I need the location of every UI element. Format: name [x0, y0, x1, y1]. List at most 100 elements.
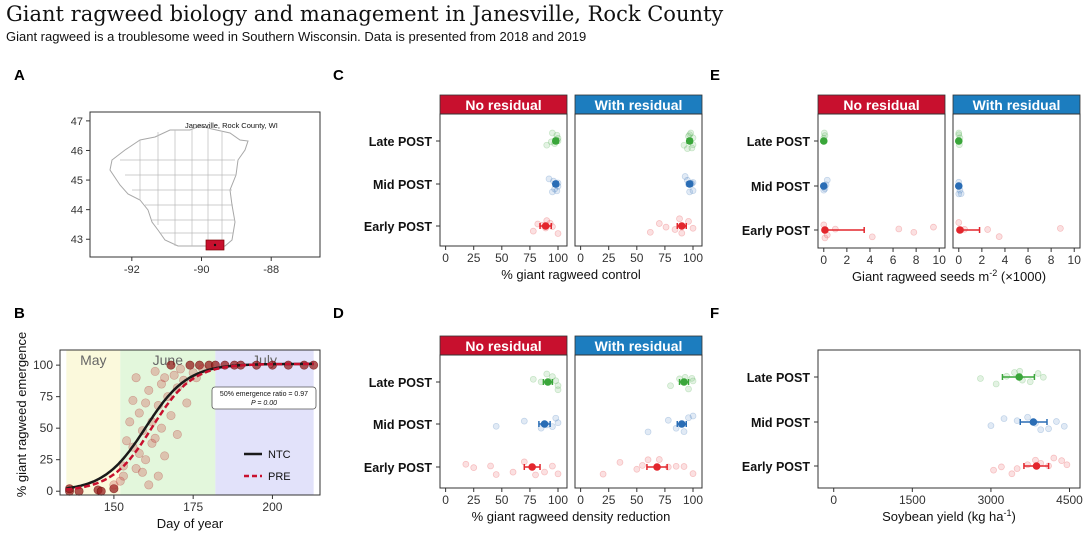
x-axis-title: % giant ragweed control [501, 267, 641, 282]
raw-point [686, 188, 693, 196]
raw-point [984, 226, 991, 233]
raw-point [1008, 470, 1016, 478]
raw-point [688, 374, 696, 382]
x-tick-label: 4500 [1056, 493, 1083, 507]
mean-point [819, 182, 828, 190]
x-tick-label: 4 [1002, 253, 1009, 267]
facet-strip-label: No residual [843, 97, 919, 113]
raw-point [676, 215, 683, 223]
figure-title: Giant ragweed biology and management in … [6, 2, 724, 26]
x-tick-label: 0 [820, 253, 827, 267]
raw-point [955, 129, 963, 137]
raw-point [553, 187, 561, 195]
x-tick-label: 0 [577, 251, 584, 265]
x-tick-label: 75 [658, 493, 672, 507]
map-y-tick-label: 46 [71, 145, 83, 157]
x-tick-label: 8 [1048, 253, 1055, 267]
facet-frame [817, 349, 1081, 489]
raw-point [1013, 417, 1021, 425]
raw-point [549, 188, 556, 196]
map-y-tick-label: 47 [71, 116, 83, 128]
legend-ntc-label: NTC [268, 449, 291, 461]
x-tick-label: 0 [442, 251, 449, 265]
mean-point [540, 420, 549, 428]
facet-strip-label: No residual [465, 338, 541, 354]
raw-point [1011, 369, 1018, 376]
b-x-tick-label: 150 [104, 500, 124, 514]
mean-point [821, 226, 829, 234]
category-label: Late POST [369, 376, 433, 390]
raw-point [543, 141, 551, 149]
month-band [215, 350, 314, 495]
stat-p-value: P = 0.00 [251, 400, 277, 407]
raw-point [552, 414, 560, 422]
raw-point [680, 428, 688, 435]
raw-point [1039, 373, 1047, 381]
raw-point [541, 468, 548, 476]
emergence-point [147, 438, 157, 448]
raw-point [545, 175, 553, 183]
b-y-tick-label: 50 [40, 421, 54, 435]
month-label: May [80, 352, 106, 368]
raw-point [520, 417, 528, 425]
raw-point [689, 187, 697, 195]
raw-point [554, 382, 562, 389]
raw-point [680, 141, 688, 149]
x-tick-label: 25 [467, 493, 481, 507]
raw-point [1037, 426, 1045, 434]
stat-ratio: 50% emergence ratio = 0.97 [220, 391, 308, 398]
x-tick-label: 2 [979, 253, 986, 267]
mean-point [653, 463, 661, 471]
raw-point [599, 470, 607, 478]
x-axis-title-suffix: (×1000) [997, 269, 1046, 284]
panel-label-f: F [710, 305, 719, 322]
mean-point [551, 137, 560, 145]
emergence-point [141, 455, 151, 465]
mean-point [528, 463, 536, 471]
category-label: Mid POST [373, 178, 432, 192]
mean-point [956, 226, 964, 234]
raw-point [644, 456, 652, 464]
x-axis-title: Giant ragweed seeds m-2 (×1000) [852, 268, 1046, 284]
x-tick-label: 50 [495, 493, 509, 507]
raw-point [655, 456, 663, 463]
mean-point [685, 137, 694, 145]
raw-point [549, 462, 556, 470]
raw-point [685, 414, 692, 422]
map-y-tick-label: 44 [71, 205, 83, 217]
raw-point [1034, 370, 1042, 377]
figure-subtitle: Giant ragweed is a troublesome weed in S… [6, 29, 587, 44]
mean-point [541, 222, 550, 230]
raw-point [820, 129, 828, 137]
panel-label-a: A [14, 67, 25, 84]
category-label: Late POST [747, 371, 811, 385]
raw-point [823, 176, 831, 184]
x-tick-label: 6 [1025, 253, 1032, 267]
map-y-tick-label: 43 [71, 234, 83, 246]
panel-label-e: E [710, 67, 720, 84]
facet-strip-label: With residual [595, 97, 683, 113]
raw-point [910, 228, 918, 236]
mean-point [680, 378, 688, 386]
raw-point [664, 416, 672, 424]
raw-point [687, 129, 695, 137]
raw-point [646, 228, 654, 236]
category-label: Mid POST [751, 416, 810, 430]
panel-d-density-chart: Early POST Mid POST Late POST No residual 0 2… [364, 335, 703, 524]
raw-point [689, 470, 697, 478]
category-label: Early POST [742, 224, 810, 238]
raw-point [1013, 465, 1021, 472]
x-tick-label: 0 [830, 493, 837, 507]
raw-point [995, 233, 1003, 241]
x-tick-label: 25 [602, 493, 616, 507]
raw-point [1053, 418, 1060, 425]
x-axis-title-superscript: -1 [1004, 508, 1012, 518]
map-axes: -92 -90 -88 43 44 45 46 47 [71, 116, 279, 276]
raw-point [955, 219, 963, 226]
emergence-point [156, 379, 166, 389]
raw-point [1058, 457, 1066, 464]
x-tick-label: 50 [495, 251, 509, 265]
x-tick-label: 75 [658, 251, 672, 265]
b-y-tick-label: 0 [46, 484, 53, 498]
emergence-point [122, 436, 132, 446]
